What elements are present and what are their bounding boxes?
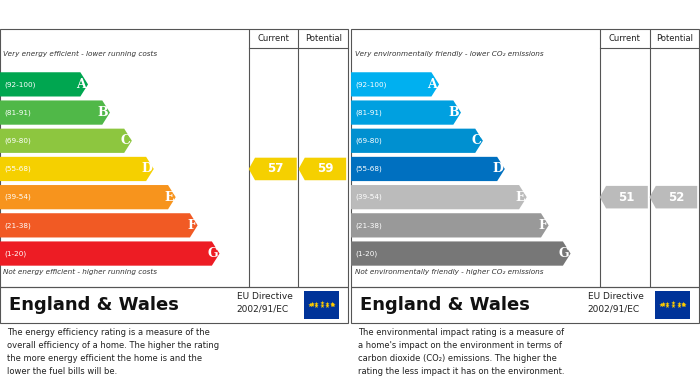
Text: (21-38): (21-38) [355, 222, 382, 229]
Text: D: D [492, 163, 503, 176]
Polygon shape [0, 72, 88, 97]
Text: C: C [471, 134, 481, 147]
Text: ★: ★ [325, 303, 330, 308]
Text: England & Wales: England & Wales [8, 296, 178, 314]
Text: (81-91): (81-91) [355, 109, 382, 116]
Text: 59: 59 [317, 163, 333, 176]
Text: The energy efficiency rating is a measure of the
overall efficiency of a home. T: The energy efficiency rating is a measur… [7, 328, 219, 376]
Text: ★: ★ [676, 303, 681, 308]
Text: (69-80): (69-80) [355, 138, 382, 144]
Text: Very environmentally friendly - lower CO₂ emissions: Very environmentally friendly - lower CO… [354, 51, 543, 57]
Text: (21-38): (21-38) [4, 222, 31, 229]
Text: ★: ★ [671, 304, 676, 308]
Text: (81-91): (81-91) [4, 109, 31, 116]
Text: ★: ★ [680, 302, 685, 307]
Bar [304, 291, 340, 319]
Polygon shape [600, 186, 648, 208]
Text: Potential: Potential [304, 34, 342, 43]
Text: F: F [538, 219, 547, 232]
Text: ★: ★ [680, 303, 685, 308]
Polygon shape [0, 241, 220, 265]
Text: ★: ★ [319, 304, 324, 308]
Text: ★: ★ [314, 301, 318, 307]
Text: ★: ★ [661, 302, 666, 307]
Text: (1-20): (1-20) [355, 250, 377, 257]
Text: (55-68): (55-68) [4, 166, 31, 172]
Text: ★: ★ [682, 303, 687, 307]
Text: EU Directive
2002/91/EC: EU Directive 2002/91/EC [237, 292, 293, 314]
Polygon shape [0, 129, 132, 153]
Polygon shape [0, 213, 197, 237]
Text: A: A [428, 78, 438, 91]
Polygon shape [351, 100, 461, 125]
Polygon shape [0, 100, 110, 125]
Text: The environmental impact rating is a measure of
a home's impact on the environme: The environmental impact rating is a mea… [358, 328, 564, 376]
Text: F: F [187, 219, 196, 232]
Polygon shape [650, 186, 697, 208]
Text: 51: 51 [618, 191, 635, 204]
Text: ★: ★ [329, 302, 334, 307]
Text: E: E [164, 191, 174, 204]
Text: ★: ★ [665, 303, 670, 308]
Polygon shape [0, 185, 176, 209]
Text: G: G [558, 247, 569, 260]
Text: (1-20): (1-20) [4, 250, 27, 257]
Text: D: D [141, 163, 152, 176]
Text: ★: ★ [331, 303, 336, 307]
Polygon shape [351, 72, 439, 97]
Text: C: C [120, 134, 130, 147]
Polygon shape [351, 213, 549, 237]
Text: (39-54): (39-54) [4, 194, 31, 201]
Polygon shape [351, 241, 570, 265]
Text: ★: ★ [661, 303, 666, 308]
Text: (55-68): (55-68) [355, 166, 382, 172]
Bar [655, 291, 690, 319]
Polygon shape [351, 129, 483, 153]
Text: Energy Efficiency Rating: Energy Efficiency Rating [7, 8, 169, 21]
Text: ★: ★ [671, 301, 676, 306]
Text: Not energy efficient - higher running costs: Not energy efficient - higher running co… [4, 269, 158, 275]
Polygon shape [351, 157, 505, 181]
Text: (69-80): (69-80) [4, 138, 31, 144]
Text: ★: ★ [314, 303, 318, 308]
Polygon shape [351, 185, 526, 209]
Text: 57: 57 [267, 163, 284, 176]
Text: England & Wales: England & Wales [360, 296, 530, 314]
Text: E: E [515, 191, 525, 204]
Text: EU Directive
2002/91/EC: EU Directive 2002/91/EC [587, 292, 643, 314]
Text: Not environmentally friendly - higher CO₂ emissions: Not environmentally friendly - higher CO… [354, 269, 543, 275]
Text: ★: ★ [676, 301, 681, 307]
Text: A: A [76, 78, 86, 91]
Text: ★: ★ [319, 301, 324, 306]
Text: Environmental Impact (CO₂) Rating: Environmental Impact (CO₂) Rating [358, 8, 590, 21]
Polygon shape [298, 158, 346, 180]
Text: B: B [97, 106, 108, 119]
Text: 52: 52 [668, 191, 685, 204]
Text: Potential: Potential [656, 34, 693, 43]
Polygon shape [248, 158, 297, 180]
Text: ★: ★ [309, 302, 314, 307]
Text: Current: Current [609, 34, 640, 43]
Text: ★: ★ [665, 301, 670, 307]
Text: ★: ★ [308, 303, 313, 307]
Text: B: B [449, 106, 459, 119]
Polygon shape [0, 157, 154, 181]
Text: (92-100): (92-100) [355, 81, 386, 88]
Text: ★: ★ [325, 301, 330, 307]
Text: G: G [207, 247, 218, 260]
Text: (39-54): (39-54) [355, 194, 382, 201]
Text: ★: ★ [329, 303, 334, 308]
Text: ★: ★ [659, 303, 664, 307]
Text: Current: Current [258, 34, 290, 43]
Text: Very energy efficient - lower running costs: Very energy efficient - lower running co… [4, 51, 158, 57]
Text: ★: ★ [309, 303, 314, 308]
Text: (92-100): (92-100) [4, 81, 36, 88]
